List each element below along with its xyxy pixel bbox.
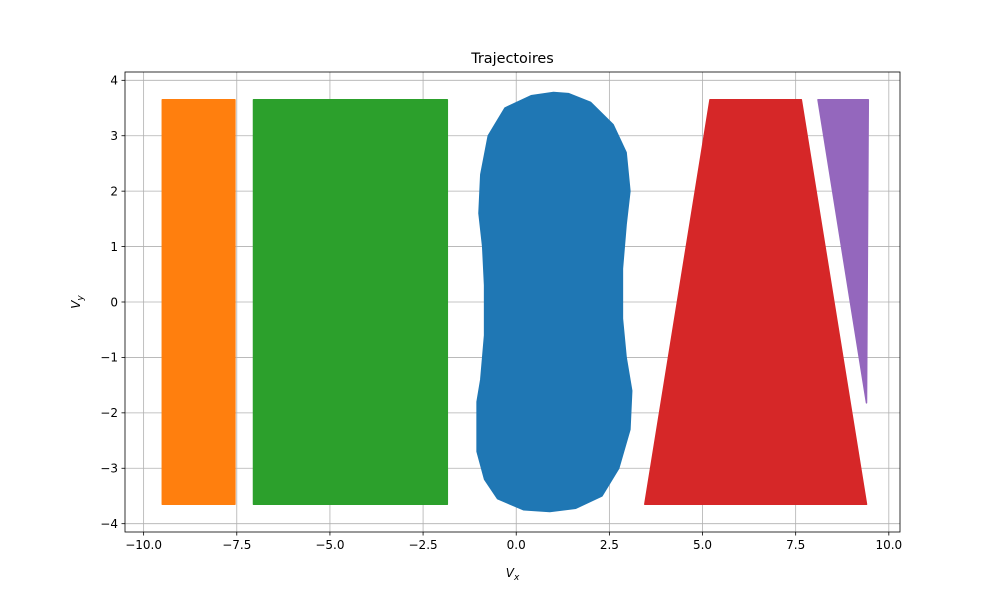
chart-title: Trajectoires (470, 51, 554, 67)
x-axis-label: Vx (506, 566, 520, 583)
x-tick-label: 0.0 (507, 538, 526, 552)
x-axis-label-main: V (506, 566, 515, 580)
trajectory-1 (476, 91, 633, 513)
y-axis-label: Vy (69, 295, 86, 309)
trajectory-5 (817, 98, 870, 404)
y-tick-label: 2 (110, 184, 118, 198)
y-tick-label: −2 (100, 406, 118, 420)
x-tick-label: −10.0 (125, 538, 162, 552)
trajectory-3 (252, 98, 449, 506)
ticks: −10.0 −7.5 −5.0 −2.5 0.0 2.5 5.0 7.5 10.0 −4 −3 −2 −… (100, 74, 902, 552)
x-tick-label: −7.5 (222, 538, 251, 552)
y-tick-label: 3 (110, 129, 118, 143)
y-tick-label: 0 (110, 295, 118, 309)
x-tick-label: 5.0 (693, 538, 712, 552)
y-axis-label-sub: y (76, 295, 86, 302)
series-layer (161, 91, 870, 513)
x-tick-label: 10.0 (875, 538, 902, 552)
x-axis-label-sub: x (513, 573, 520, 583)
x-tick-label: 7.5 (786, 538, 805, 552)
x-tick-label: 2.5 (600, 538, 619, 552)
x-tick-label: −2.5 (409, 538, 438, 552)
x-tick-label: −5.0 (315, 538, 344, 552)
trajectory-4 (644, 98, 868, 506)
y-tick-label: −1 (100, 351, 118, 365)
y-tick-label: 1 (110, 240, 118, 254)
y-tick-label: 4 (110, 74, 118, 88)
y-axis-label-main: V (69, 300, 83, 309)
y-tick-label: −3 (100, 462, 118, 476)
trajectory-2 (161, 98, 236, 506)
y-tick-label: −4 (100, 517, 118, 531)
